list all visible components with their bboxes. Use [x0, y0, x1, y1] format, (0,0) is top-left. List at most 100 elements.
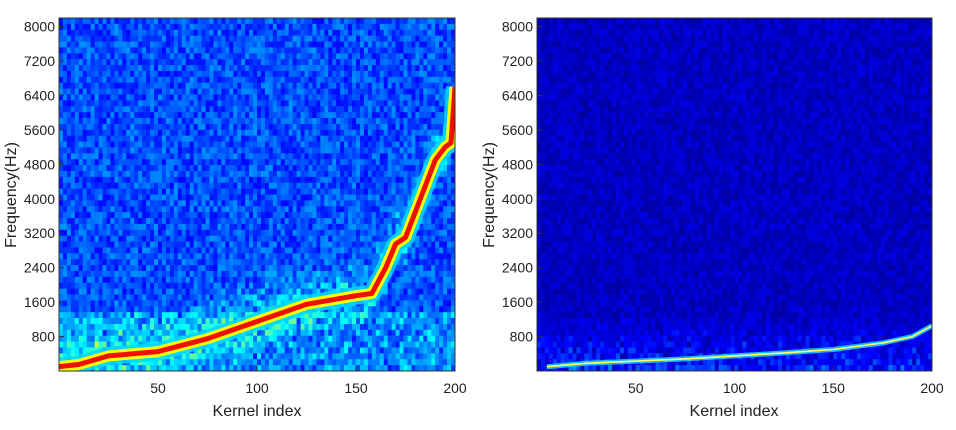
left-heatmap-cell [62, 223, 68, 231]
left-heatmap-cell [158, 218, 163, 225]
left-heatmap-cell [161, 218, 167, 225]
left-heatmap-cell [158, 147, 163, 154]
left-heatmap-cell [264, 341, 270, 348]
left-heatmap-cell [316, 347, 321, 354]
left-heatmap-cell [185, 247, 191, 254]
left-heatmap-cell [197, 288, 202, 295]
left-heatmap-cell [209, 23, 214, 31]
left-heatmap-cell [304, 112, 309, 119]
left-heatmap-cell [375, 218, 381, 225]
left-heatmap-cell [197, 176, 202, 184]
left-heatmap-cell [98, 59, 103, 66]
left-heatmap-cell [66, 141, 72, 148]
left-heatmap-cell [173, 35, 179, 42]
left-heatmap-cell [363, 147, 369, 154]
left-heatmap-cell [344, 241, 349, 248]
left-heatmap-cell [344, 35, 349, 42]
left-heatmap-cell [161, 170, 167, 178]
left-heatmap-cell [328, 100, 333, 107]
left-heatmap-cell [161, 35, 167, 42]
left-heatmap-cell [122, 176, 127, 184]
left-heatmap-cell [201, 318, 206, 325]
left-heatmap-cell [225, 223, 230, 231]
left-heatmap-cell [300, 106, 305, 113]
left-heatmap-cell [383, 153, 389, 160]
left-heatmap-cell [272, 247, 278, 254]
left-heatmap-cell [118, 323, 123, 331]
left-heatmap-cell [316, 123, 321, 131]
left-heatmap-cell [229, 353, 234, 360]
left-heatmap-cell [356, 23, 361, 31]
left-heatmap-cell [106, 141, 111, 148]
left-heatmap-cell [189, 365, 195, 371]
left-heatmap-cell [241, 194, 246, 201]
left-heatmap-cell [161, 23, 167, 31]
left-heatmap-cell [332, 323, 337, 331]
left-heatmap-cell [359, 200, 365, 207]
left-heatmap-cell [110, 159, 115, 166]
left-heatmap-cell [257, 170, 262, 178]
left-heatmap-cell [340, 88, 345, 95]
left-heatmap-cell [312, 106, 317, 113]
left-heatmap-cell [312, 353, 317, 360]
left-heatmap-cell [118, 253, 123, 260]
left-heatmap-cell [82, 335, 88, 342]
left-heatmap-cell [233, 188, 238, 195]
left-heatmap-cell [348, 29, 353, 37]
left-heatmap-cell [169, 265, 175, 272]
left-heatmap-cell [371, 223, 377, 231]
left-heatmap-cell [367, 94, 373, 101]
left-heatmap-cell [134, 365, 139, 371]
left-heatmap-cell [359, 247, 365, 254]
left-heatmap-cell [284, 276, 290, 284]
left-heatmap-cell [241, 306, 246, 313]
left-heatmap-cell [284, 70, 290, 78]
left-heatmap-cell [336, 41, 341, 48]
left-heatmap-cell [205, 276, 210, 284]
left-heatmap-cell [352, 47, 357, 54]
left-heatmap-cell [320, 118, 325, 125]
left-heatmap-cell [375, 182, 381, 190]
left-heatmap-cell [114, 141, 119, 148]
left-heatmap-cell [308, 341, 313, 348]
left-heatmap-cell [150, 200, 155, 207]
left-heatmap-cell [146, 312, 151, 319]
left-heatmap-cell [185, 306, 191, 313]
left-heatmap-cell [284, 294, 290, 301]
left-heatmap-cell [320, 88, 325, 95]
left-heatmap-cell [197, 35, 202, 42]
left-heatmap-cell [193, 88, 198, 95]
left-heatmap-cell [292, 106, 297, 113]
left-heatmap-cell [74, 323, 80, 331]
left-heatmap-cell [209, 218, 214, 225]
left-heatmap-cell [189, 141, 195, 148]
left-heatmap-cell [245, 129, 250, 137]
left-heatmap-cell [102, 47, 107, 54]
left-heatmap-cell [82, 147, 88, 154]
left-heatmap-cell [379, 76, 385, 84]
left-heatmap-cell [209, 247, 214, 254]
left-heatmap-cell [249, 129, 254, 137]
left-heatmap-cell [130, 341, 135, 348]
left-heatmap-cell [126, 88, 131, 95]
left-heatmap-cell [332, 241, 337, 248]
left-heatmap-cell [268, 282, 274, 290]
left-heatmap-cell [122, 206, 127, 213]
left-heatmap-cell [221, 188, 226, 195]
left-heatmap-cell [86, 176, 92, 184]
left-heatmap-cell [193, 353, 198, 360]
left-heatmap-cell [102, 170, 107, 178]
left-heatmap-cell [118, 129, 123, 137]
left-heatmap-cell [213, 194, 218, 201]
left-heatmap-cell [257, 35, 262, 42]
left-heatmap-cell [90, 176, 96, 184]
left-heatmap-cell [229, 106, 234, 113]
left-heatmap-cell [138, 235, 143, 242]
left-heatmap-cell [122, 270, 127, 278]
left-heatmap-cell [217, 200, 222, 207]
left-heatmap-cell [264, 200, 270, 207]
left-heatmap-cell [193, 47, 198, 54]
left-heatmap-cell [383, 341, 389, 348]
left-heatmap-cell [356, 259, 361, 266]
left-heatmap-cell [185, 94, 191, 101]
